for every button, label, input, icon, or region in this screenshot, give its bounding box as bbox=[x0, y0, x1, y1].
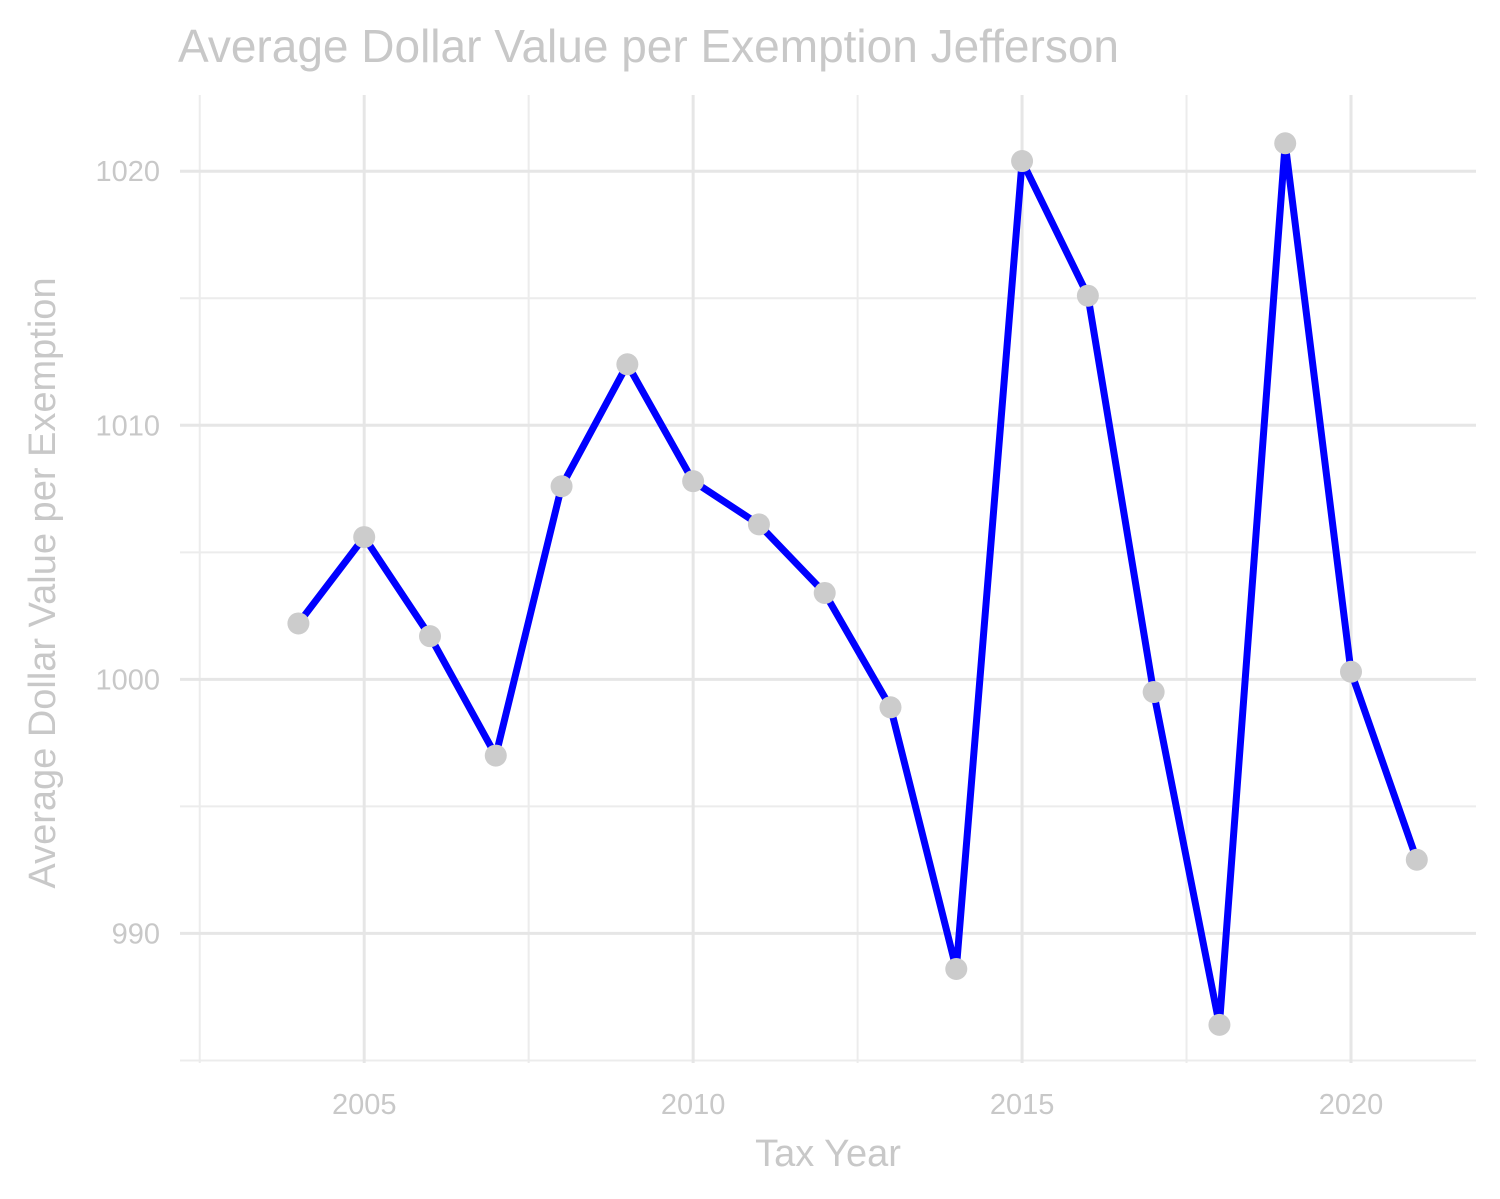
data-point bbox=[1274, 132, 1297, 155]
data-point bbox=[1142, 681, 1165, 704]
data-point bbox=[418, 625, 441, 648]
tick-labels: 2005 2010 2015 2020 990 1000 1010 1020 bbox=[95, 156, 1383, 1121]
data-point bbox=[813, 581, 836, 604]
y-tick-label: 1020 bbox=[95, 156, 160, 188]
data-point bbox=[747, 513, 770, 536]
x-axis-title: Tax Year bbox=[755, 1133, 901, 1175]
data-point bbox=[1405, 848, 1428, 871]
series-line bbox=[294, 139, 1421, 1029]
x-tick-label: 2005 bbox=[332, 1089, 397, 1121]
data-point bbox=[879, 696, 902, 719]
series-layer bbox=[294, 139, 1421, 1029]
grid bbox=[180, 95, 1476, 1063]
data-point bbox=[616, 353, 639, 376]
data-point bbox=[682, 470, 705, 493]
data-point bbox=[1340, 660, 1363, 683]
y-tick-label: 1000 bbox=[95, 664, 160, 696]
y-axis-title: Average Dollar Value per Exemption bbox=[22, 277, 64, 888]
chart-title: Average Dollar Value per Exemption Jeffe… bbox=[178, 20, 1119, 72]
y-tick-label: 1010 bbox=[95, 410, 160, 442]
x-tick-label: 2010 bbox=[661, 1089, 726, 1121]
data-point bbox=[353, 526, 376, 549]
x-tick-label: 2020 bbox=[1319, 1089, 1384, 1121]
data-point bbox=[550, 475, 573, 498]
data-point bbox=[945, 957, 968, 980]
points-layer bbox=[287, 132, 1428, 1036]
x-tick-label: 2015 bbox=[990, 1089, 1055, 1121]
data-point bbox=[287, 612, 310, 635]
data-point bbox=[1011, 150, 1034, 173]
y-tick-label: 990 bbox=[112, 918, 160, 950]
data-point bbox=[484, 744, 507, 767]
data-point bbox=[1076, 284, 1099, 307]
data-point bbox=[1208, 1013, 1231, 1036]
